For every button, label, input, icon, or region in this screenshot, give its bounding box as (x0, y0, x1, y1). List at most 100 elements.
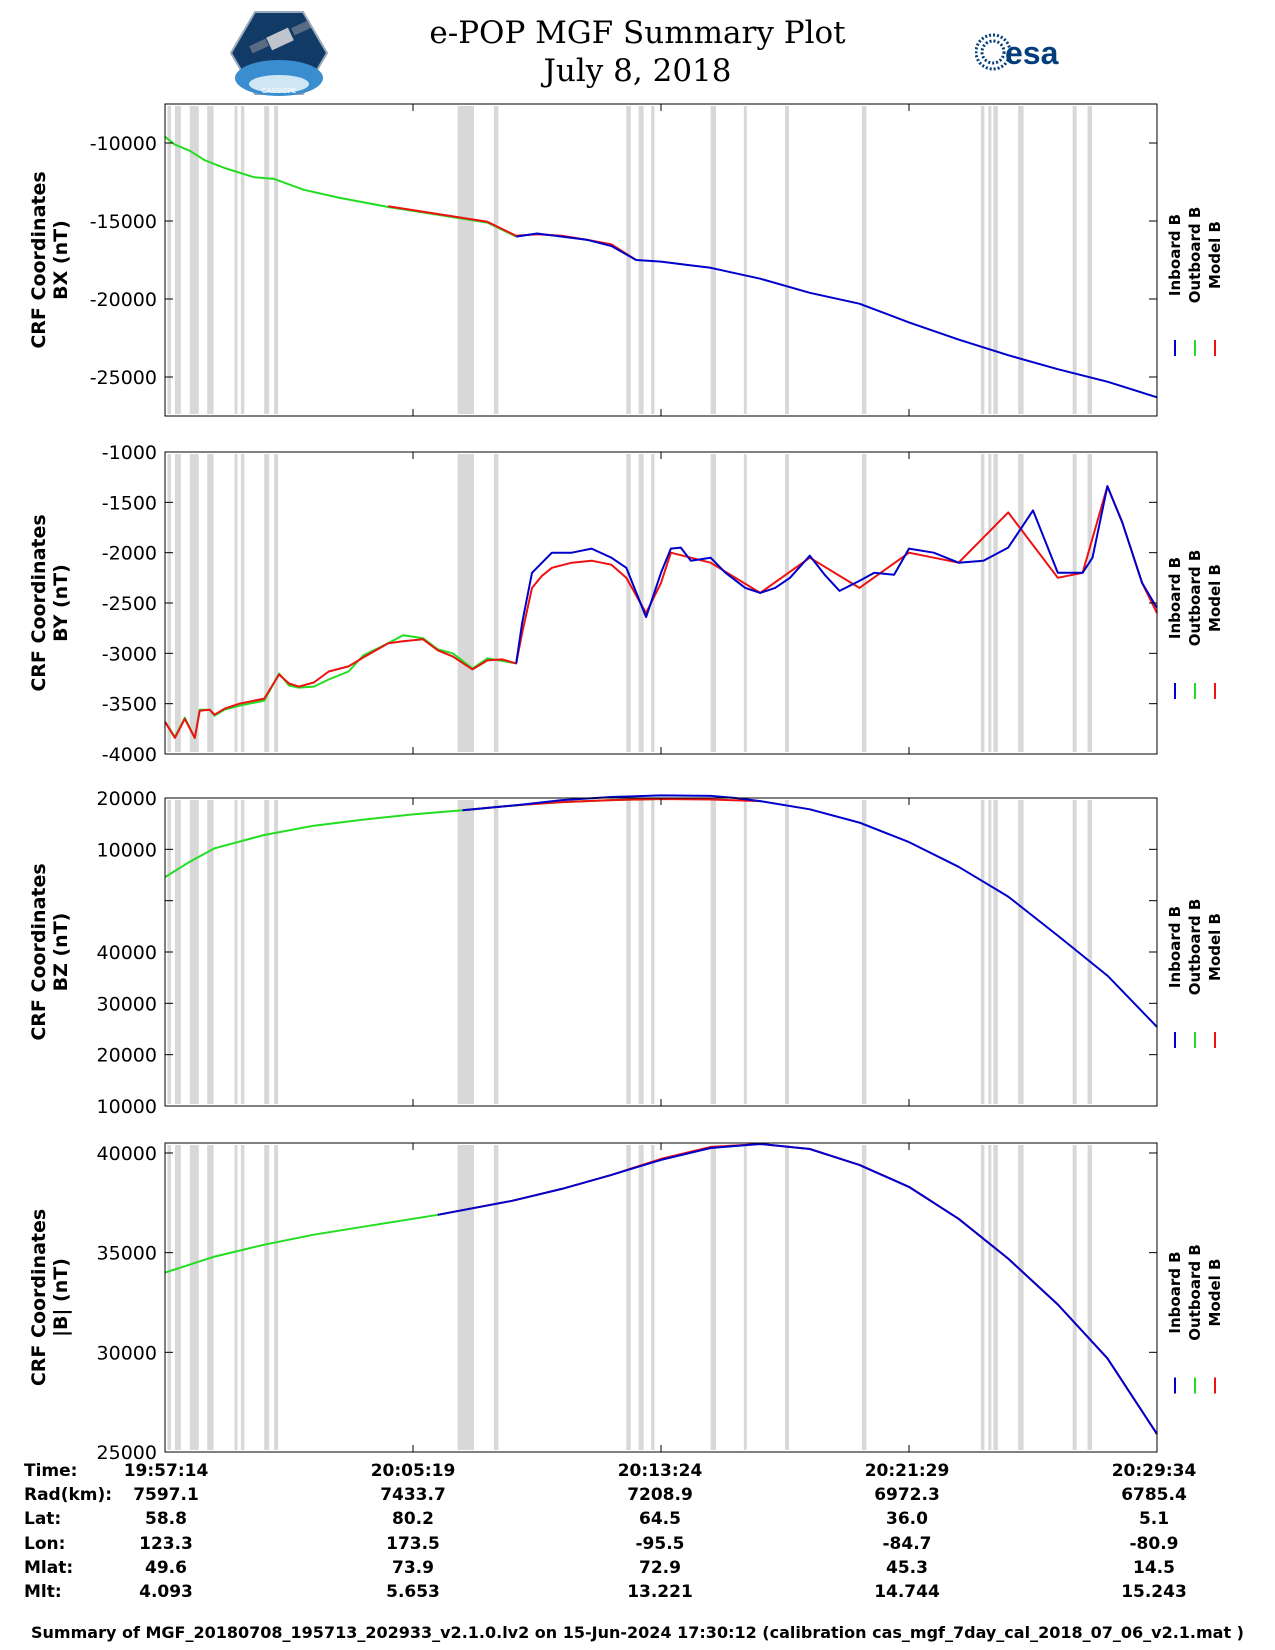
eph-lat-1: 80.2 (392, 1509, 434, 1529)
data-gap-band (785, 1145, 789, 1450)
data-gap-band (651, 106, 655, 414)
esa-logo: esa (975, 33, 1059, 71)
data-gap-band (174, 1145, 181, 1450)
eph-mlat-3: 45.3 (886, 1558, 928, 1578)
data-gap-band (189, 106, 199, 414)
panel-btotal: 25000 30000 35000 40000 CRF Coordinates |B| (… (28, 1142, 1224, 1464)
data-gap-band (457, 106, 475, 414)
series-line-inboard-b (516, 232, 1158, 399)
data-gap-band (1018, 1145, 1024, 1450)
data-gap-band (988, 106, 992, 414)
data-gap-band (234, 106, 238, 414)
panel-bz: 20000 10000 40000 30000 20000 10000 CRF Coordi… (28, 788, 1224, 1118)
eph-lat-0: 58.8 (145, 1509, 187, 1529)
data-gap-band (785, 106, 789, 414)
data-gap-band (240, 800, 245, 1104)
y-tick-label: -15000 (90, 211, 157, 233)
data-gap-band (457, 1145, 475, 1450)
data-gap-band (234, 800, 238, 1104)
data-gap-band (638, 800, 644, 1104)
eph-rad-1: 7433.7 (380, 1485, 446, 1505)
eph-mlat-0: 49.6 (145, 1558, 187, 1578)
y-tick-label: 25000 (97, 1442, 157, 1464)
data-gap-band (710, 454, 717, 752)
data-gap-band (174, 106, 181, 414)
eph-lon-3: -84.7 (882, 1534, 932, 1554)
data-gap-band (234, 1145, 238, 1450)
legend-label: Model B (1206, 564, 1224, 632)
data-gap-band (234, 454, 238, 752)
eph-mlt-1: 5.653 (386, 1582, 440, 1602)
eph-lon-1: 173.5 (386, 1534, 440, 1554)
eph-lat-2: 64.5 (639, 1509, 681, 1529)
esa-logo-text: esa (1005, 35, 1059, 71)
y-axis-label: |B| (nT) (50, 1258, 72, 1337)
data-gap-band (457, 454, 475, 752)
y-tick-label: 40000 (97, 1143, 157, 1165)
data-gap-band (264, 106, 270, 414)
data-gap-band (743, 800, 747, 1104)
y-tick-label: -1500 (102, 492, 157, 514)
data-gap-band (651, 800, 655, 1104)
eph-mlt-3: 14.744 (874, 1582, 940, 1602)
y-axis-label: CRF Coordinates (28, 514, 50, 691)
eph-rad-4: 6785.4 (1121, 1485, 1187, 1505)
panel-bx: -10000 -15000 -20000 -25000 CRF Coordinates B… (28, 103, 1224, 417)
data-gap-band (207, 1145, 214, 1450)
plot-date: July 8, 2018 (543, 53, 732, 89)
data-gap-band (993, 1145, 998, 1450)
data-gap-band (743, 106, 747, 414)
data-gap-band (785, 800, 789, 1104)
eph-lat-4: 5.1 (1138, 1509, 1170, 1529)
data-gap-band (988, 454, 992, 752)
eph-rad-3: 6972.3 (874, 1485, 940, 1505)
footer-caption: Summary of MGF_20180708_195713_202933_v2… (31, 1623, 1244, 1642)
eph-label-lat: Lat: (24, 1509, 62, 1529)
data-gap-band (240, 454, 245, 752)
legend-label: Model B (1206, 1259, 1224, 1327)
data-gap-band (493, 106, 499, 414)
series-line-outboard-b (164, 1213, 438, 1274)
legend-label: Outboard B (1186, 1244, 1204, 1341)
data-gap-band (189, 454, 199, 752)
data-gap-band (264, 454, 270, 752)
y-tick-label: 10000 (97, 1096, 157, 1118)
data-gap-band (1072, 800, 1077, 1104)
eph-rad-2: 7208.9 (627, 1485, 693, 1505)
plot-frame (164, 1142, 1158, 1453)
eph-label-rad: Rad(km): (24, 1485, 113, 1505)
data-gap-band (861, 454, 867, 752)
legend-label: Inboard B (1166, 1251, 1184, 1333)
data-gap-band (710, 800, 717, 1104)
eph-mlat-1: 73.9 (392, 1558, 434, 1578)
data-gap-band (264, 1145, 270, 1450)
data-gap-band (743, 1145, 747, 1450)
eph-rad-0: 7597.1 (133, 1485, 199, 1505)
y-tick-label: 20000 (97, 788, 157, 810)
data-gap-band (993, 800, 998, 1104)
eph-lon-2: -95.5 (635, 1534, 685, 1554)
y-axis-label: BY (nT) (50, 564, 72, 642)
data-gap-band (993, 106, 998, 414)
y-axis-label: BZ (nT) (50, 913, 72, 992)
data-gap-band (207, 106, 214, 414)
panel-by: -1000 -1500 -2000 -2500 -3000 -3500 -4000 CRF C… (28, 442, 1224, 766)
eph-mlat-4: 14.5 (1133, 1558, 1175, 1578)
y-tick-label: 20000 (97, 1045, 157, 1067)
y-tick-label: -25000 (90, 367, 157, 389)
data-gap-band (457, 800, 475, 1104)
data-gap-band (189, 800, 199, 1104)
data-gap-band (167, 106, 171, 414)
legend-label: Outboard B (1186, 550, 1204, 647)
eph-label-mlat: Mlat: (24, 1558, 74, 1578)
series-line-outboard-b (164, 798, 662, 878)
data-gap-band (274, 800, 279, 1104)
data-gap-band (980, 454, 985, 752)
legend-label: Inboard B (1166, 557, 1184, 639)
data-gap-band (274, 1145, 279, 1450)
data-gap-band (1087, 1145, 1093, 1450)
series-line-model-b (437, 1143, 1158, 1435)
data-gap-band (651, 1145, 655, 1450)
data-gap-band (651, 454, 655, 752)
